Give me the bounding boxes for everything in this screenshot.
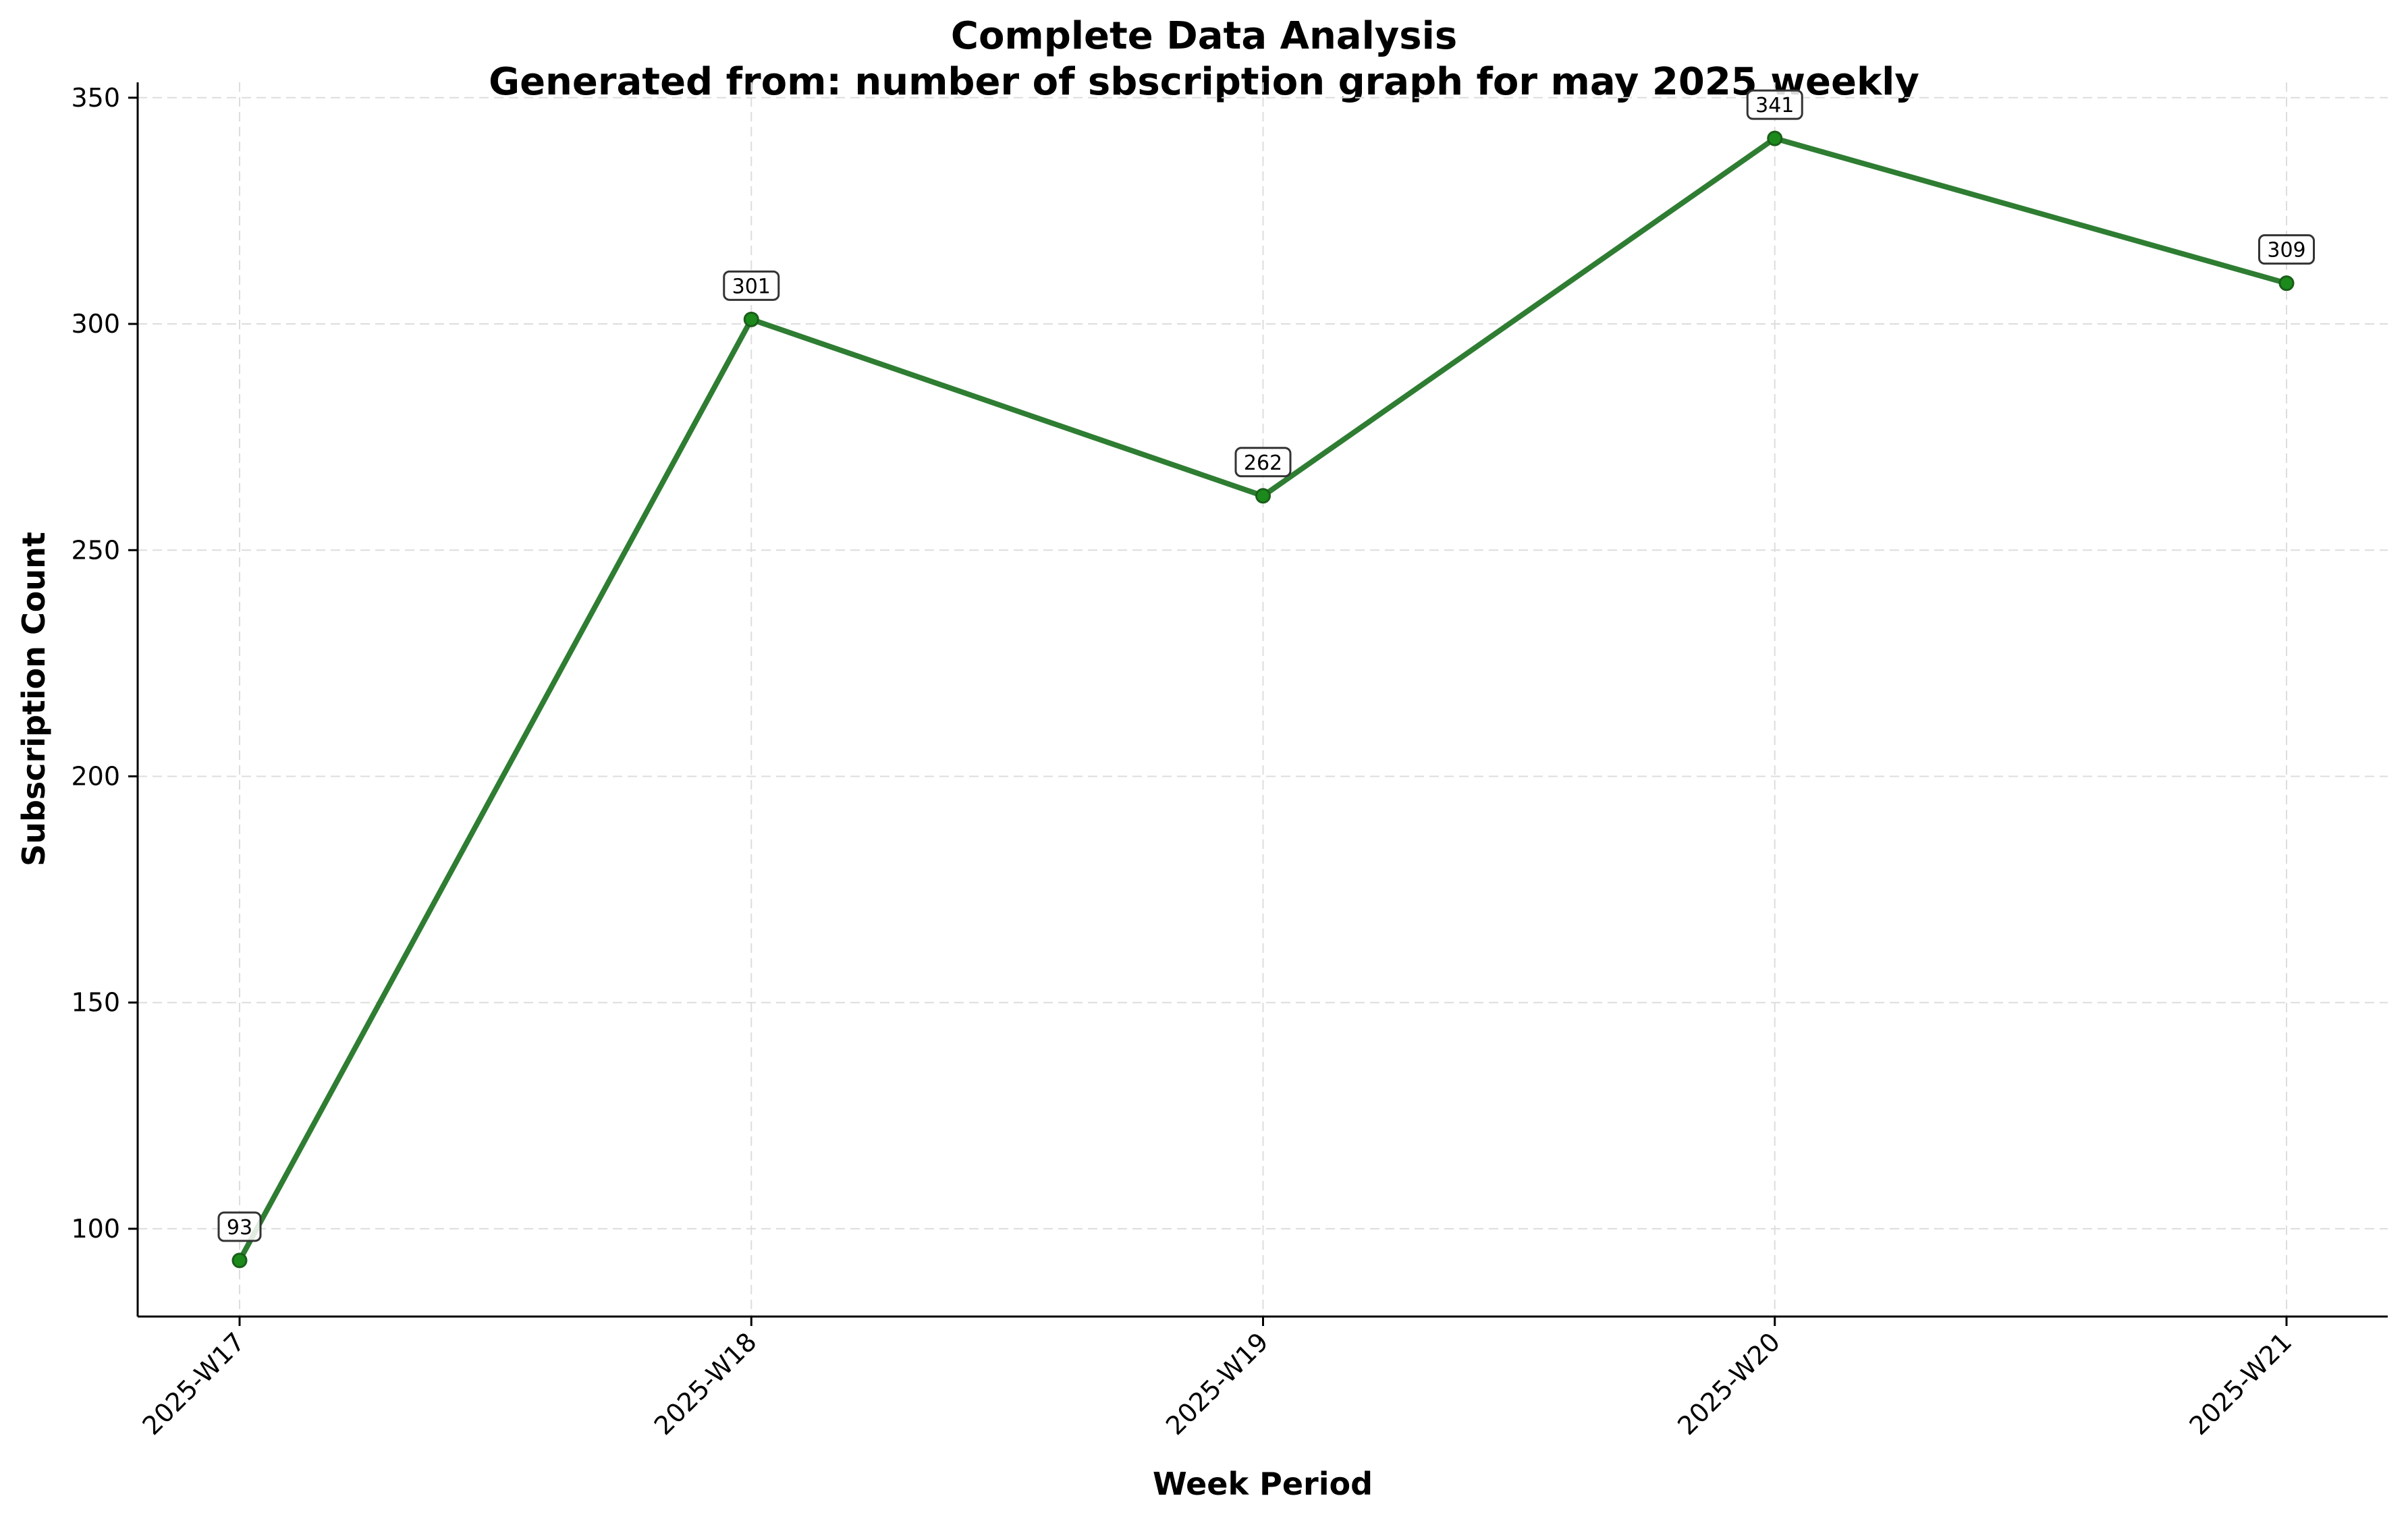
y-tick-label: 300 [71,309,120,339]
tick-labels: 100 150 200 250 300 350 2025-W17 2025-W18 2025-W… [71,83,2297,1441]
chart-subtitle: Generated from: number of sbscription gr… [489,60,1919,104]
data-label: 341 [1746,89,1803,120]
data-label-box [723,270,780,301]
data-point [743,311,759,327]
data-label-box [1746,89,1803,120]
data-point [1767,130,1783,146]
grid-lines [138,82,2388,1317]
x-tick-label: 2025-W18 [649,1327,763,1441]
data-label: 262 [1234,447,1292,478]
data-point [2278,275,2295,292]
data-label-box [2258,234,2315,265]
data-point [231,1252,248,1269]
x-tick-label: 2025-W17 [136,1327,250,1441]
data-label-box [217,1211,262,1242]
data-labels: 93 301 262 341 309 [217,89,2315,1242]
data-label-text: 93 [227,1216,252,1240]
data-point [1255,488,1271,504]
series [231,130,2295,1269]
x-tick-label: 2025-W20 [1672,1327,1786,1441]
y-tick-label: 350 [71,83,120,113]
x-tick-label: 2025-W21 [2183,1327,2297,1441]
x-tick-label: 2025-W19 [1160,1327,1274,1441]
data-label-box [1234,447,1292,478]
y-axis-label: Subscription Count [16,532,52,866]
data-label: 301 [723,270,780,301]
y-tick-label: 250 [71,535,120,565]
y-tick-label: 200 [71,761,120,791]
y-tick-label: 100 [71,1214,120,1244]
data-label-text: 301 [732,275,771,298]
data-label-text: 309 [2267,239,2305,262]
data-label: 309 [2258,234,2315,265]
y-tick-label: 150 [71,988,120,1018]
chart-title: Complete Data Analysis [951,14,1457,58]
data-label-text: 262 [1244,451,1282,475]
data-label-text: 341 [1755,94,1794,117]
x-axis-label: Week Period [1153,1466,1373,1502]
data-label: 93 [217,1211,262,1242]
